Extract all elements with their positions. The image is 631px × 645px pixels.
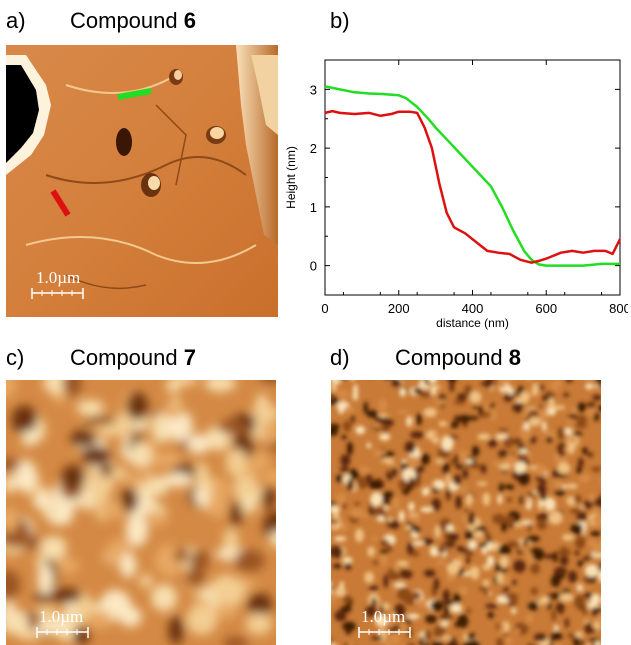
y-tick-label: 2 [310, 141, 317, 156]
height-profile-chart: 0 200 400 600 800 0 1 2 3 distance (nm) Height (nm… [284, 59, 628, 330]
y-tick-label: 3 [310, 82, 317, 97]
afm-image-compound-7: 1.0µm [6, 380, 276, 645]
y-tick-label: 1 [310, 200, 317, 215]
panel-d-label: d) [330, 345, 350, 370]
y-axis-label: Height (nm) [284, 146, 298, 209]
x-tick-label: 0 [321, 301, 328, 316]
y-tick-label: 0 [310, 259, 317, 274]
scalebar-a: 1.0µm [31, 268, 84, 299]
x-tick-label: 600 [535, 301, 557, 316]
panel-b-label: b) [330, 8, 350, 33]
x-tick-label: 400 [462, 301, 484, 316]
scalebar-c: 1.0µm [36, 607, 89, 638]
x-axis-label: distance (nm) [436, 316, 509, 330]
scalebar-c-label: 1.0µm [39, 607, 83, 626]
panel-c-title: Compound 7 [70, 345, 196, 371]
panel-c-title-prefix: Compound [70, 345, 184, 370]
panel-a-compound-number: 6 [183, 8, 196, 33]
afm-image-compound-6: 1.0µm [6, 45, 278, 317]
series-line-red [324, 109, 622, 264]
x-tick-label: 200 [388, 301, 410, 316]
series-line-green [324, 85, 620, 267]
panel-d-title-prefix: Compound [395, 345, 509, 370]
x-tick-label: 800 [609, 301, 628, 316]
panel-a-title: Compound 6 [70, 8, 196, 34]
scalebar-a-label: 1.0µm [36, 268, 80, 287]
panel-d-title: Compound 8 [395, 345, 521, 371]
scalebar-d-label: 1.0µm [361, 607, 405, 626]
panel-a-title-prefix: Compound [70, 8, 184, 33]
panel-c-label: c) [6, 345, 25, 370]
panel-c-compound-number: 7 [183, 345, 196, 370]
scalebar-d: 1.0µm [358, 607, 411, 638]
panel-a-label: a) [6, 8, 26, 33]
panel-d-compound-number: 8 [508, 345, 521, 370]
afm-image-compound-8: 1.0µm [331, 380, 601, 645]
plot-frame [324, 59, 621, 296]
